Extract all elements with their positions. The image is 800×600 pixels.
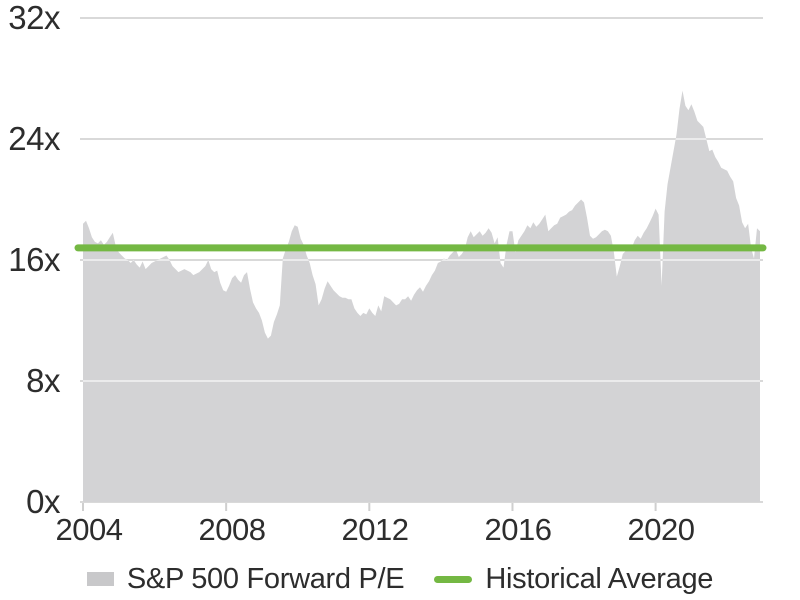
legend-label-historical-average: Historical Average — [485, 562, 714, 595]
y-tick-label-32x: 32x — [8, 0, 60, 36]
y-tick-label-16x: 16x — [8, 241, 60, 278]
legend: S&P 500 Forward P/E Historical Average — [0, 562, 800, 596]
x-tick-label-2020: 2020 — [627, 512, 695, 547]
legend-label-forward-pe: S&P 500 Forward P/E — [126, 562, 405, 595]
y-tick-label-8x: 8x — [26, 362, 60, 399]
y-tick-label-0x: 0x — [26, 483, 60, 520]
y-tick-label-24x: 24x — [8, 120, 60, 157]
x-tick-label-2012: 2012 — [341, 512, 409, 547]
x-tick-label-2016: 2016 — [484, 512, 552, 547]
legend-item-forward-pe: S&P 500 Forward P/E — [86, 562, 405, 596]
area-series-swatch — [86, 572, 114, 586]
x-tick-label-2008: 2008 — [198, 512, 266, 547]
x-tick-label-2004: 2004 — [55, 512, 123, 547]
legend-item-historical-average: Historical Average — [434, 563, 713, 596]
average-line-swatch — [434, 575, 473, 583]
